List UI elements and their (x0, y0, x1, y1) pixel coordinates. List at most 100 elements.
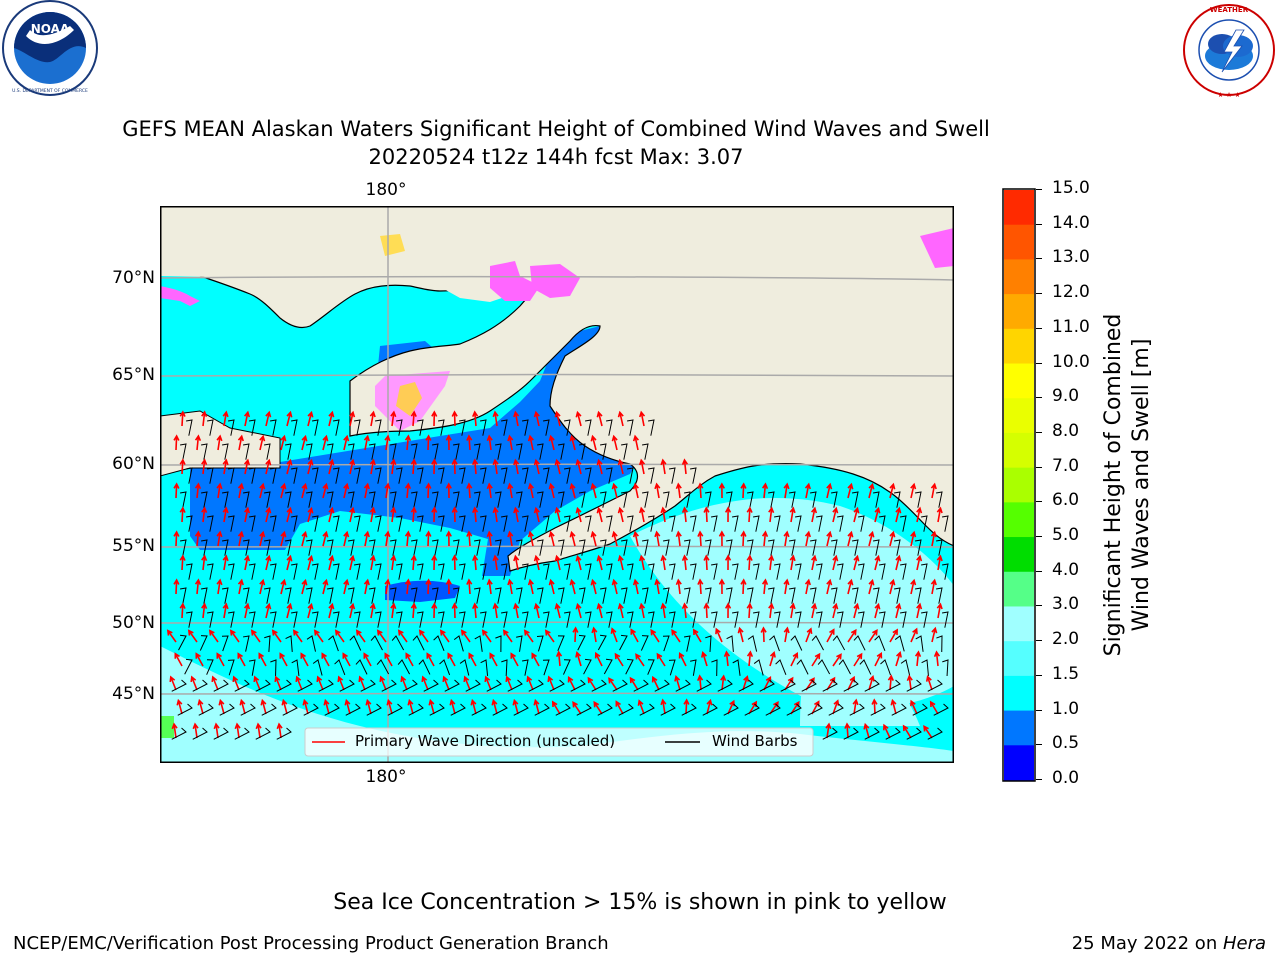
svg-text:NOAA: NOAA (31, 22, 70, 36)
wind-barb (432, 443, 439, 460)
wind-barb (450, 703, 466, 716)
wind-barb (717, 679, 733, 692)
wave-direction-arrow (211, 675, 219, 691)
wave-direction-arrow (259, 530, 266, 547)
wave-direction-arrow (208, 629, 219, 643)
nws-logo: WEATHER ★ ★ ★ (1183, 4, 1275, 99)
wind-barb (873, 587, 880, 604)
wind-barb (213, 727, 229, 740)
wave-direction-arrow (239, 698, 246, 715)
wind-barb (408, 703, 424, 716)
wind-barb (536, 635, 544, 652)
wave-direction-arrow (826, 530, 833, 547)
wind-barb (206, 659, 214, 675)
wave-direction-arrow (216, 530, 223, 547)
wave-direction-arrow (703, 602, 710, 619)
wind-barb (207, 419, 214, 436)
wave-direction-arrow (724, 554, 732, 571)
wave-direction-arrow (486, 482, 493, 499)
wind-barb (522, 659, 529, 676)
wind-barb (438, 611, 445, 628)
wind-barb (180, 443, 187, 460)
wind-barb (577, 634, 586, 651)
wave-direction-arrow (512, 698, 519, 715)
wave-direction-arrow (868, 629, 878, 643)
wave-direction-arrow (889, 628, 899, 643)
wave-direction-arrow (222, 554, 229, 571)
wind-barb (654, 679, 670, 692)
colorbar-band (1004, 432, 1034, 469)
wave-direction-arrow (783, 626, 790, 643)
wave-direction-arrow (451, 458, 458, 475)
wave-direction-arrow (675, 482, 682, 499)
wind-barb (822, 679, 838, 692)
wind-barb (417, 611, 424, 628)
wave-direction-arrow (404, 530, 412, 547)
wave-direction-arrow (874, 506, 881, 523)
wave-direction-arrow (369, 506, 376, 523)
wind-barb (432, 587, 439, 604)
wave-direction-arrow (328, 602, 335, 619)
wave-direction-arrow (342, 652, 351, 667)
wave-direction-arrow (697, 482, 704, 499)
wind-barb (747, 491, 754, 508)
wave-direction-arrow (379, 675, 387, 691)
wave-direction-arrow (718, 482, 726, 499)
wind-barb (459, 563, 466, 580)
wind-barb (186, 611, 193, 628)
wave-direction-arrow (307, 602, 314, 619)
wind-barb (471, 703, 487, 716)
wave-direction-arrow (852, 698, 859, 715)
wind-barb (789, 539, 796, 556)
colorbar-tick (1036, 189, 1042, 190)
wind-barb (579, 539, 586, 556)
wave-direction-arrow (460, 629, 471, 643)
wind-barb (186, 467, 193, 484)
wave-direction-arrow (222, 506, 229, 523)
wind-barb (942, 659, 949, 677)
wind-barb (522, 419, 529, 436)
lat-label: 55°N (112, 536, 155, 556)
wave-direction-arrow (405, 652, 414, 667)
lat-label: 45°N (112, 684, 155, 704)
wind-barb (627, 563, 634, 580)
wave-direction-arrow (723, 650, 730, 667)
wave-direction-arrow (611, 578, 618, 595)
wave-direction-arrow (301, 434, 308, 451)
wave-direction-arrow (789, 506, 796, 523)
wave-direction-arrow (868, 482, 875, 499)
wave-direction-arrow (302, 698, 309, 715)
wave-direction-arrow (724, 602, 732, 619)
wave-direction-arrow (683, 698, 690, 715)
wind-barb (312, 515, 319, 532)
wave-direction-arrow (914, 650, 922, 667)
wind-barb (480, 419, 487, 436)
wind-barb (432, 491, 439, 508)
forecast-map: Primary Wave Direction (unscaled) Wind B… (160, 206, 954, 763)
wind-barb (684, 491, 691, 508)
wind-barb (648, 563, 655, 580)
wave-direction-arrow (491, 698, 498, 715)
wind-barb (765, 703, 781, 716)
wave-direction-arrow (910, 482, 917, 499)
wind-barb (537, 587, 544, 604)
wind-barb (795, 563, 802, 580)
wind-barb (303, 703, 319, 716)
wind-barb (180, 587, 187, 604)
wave-direction-arrow (337, 675, 345, 691)
machine-name: Hera (1222, 933, 1266, 954)
wave-direction-arrow (590, 530, 597, 547)
svg-text:WEATHER: WEATHER (1210, 6, 1249, 14)
wave-direction-arrow (463, 675, 471, 691)
wind-barb (558, 443, 565, 460)
colorbar-tick-label: 0.0 (1052, 768, 1080, 788)
wave-direction-arrow (910, 699, 918, 715)
wave-direction-arrow (376, 629, 387, 643)
wave-direction-arrow (569, 578, 576, 595)
wind-barb (453, 539, 460, 556)
wind-barb (927, 727, 943, 740)
wave-direction-arrow (384, 652, 393, 667)
wind-barb (369, 587, 376, 604)
wave-direction-arrow (192, 722, 199, 739)
wave-direction-arrow (365, 698, 372, 715)
